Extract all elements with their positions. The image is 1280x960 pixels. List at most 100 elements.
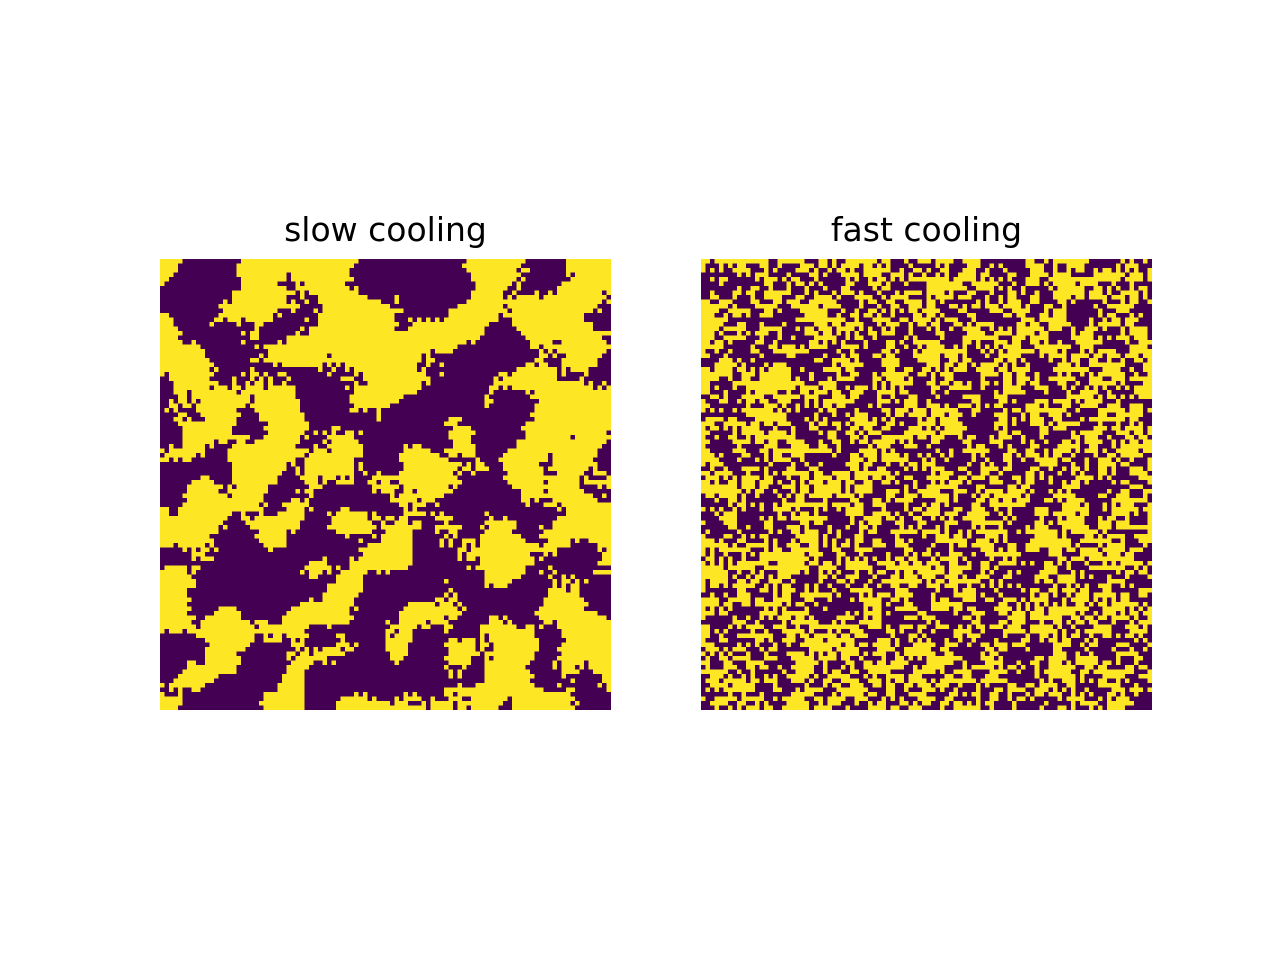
heatmap-cell-run	[786, 272, 792, 278]
heatmap-cell-run	[439, 362, 445, 368]
heatmap-cell-run	[1048, 376, 1076, 381]
heatmap-cell-run	[759, 335, 765, 341]
heatmap-cell-run	[714, 687, 720, 692]
heatmap-cell-run	[980, 385, 986, 390]
heatmap-cell-run	[1034, 290, 1040, 296]
heatmap-cell-run	[1097, 678, 1107, 683]
heatmap-cell-run	[800, 389, 810, 395]
heatmap-cell-run	[484, 678, 530, 683]
heatmap-cell-run	[994, 331, 1013, 336]
heatmap-cell-run	[773, 362, 787, 368]
heatmap-cell-run	[894, 398, 900, 404]
heatmap-cell-run	[741, 534, 747, 539]
heatmap-cell-run	[160, 511, 170, 517]
heatmap-cell-run	[160, 507, 170, 512]
heatmap-cell-run	[1138, 340, 1152, 345]
heatmap-cell-run	[890, 660, 909, 665]
heatmap-cell-run	[714, 498, 720, 503]
heatmap-cell-run	[827, 673, 850, 679]
heatmap-cell-run	[741, 362, 747, 368]
heatmap-cell-run	[710, 290, 715, 296]
heatmap-cell-run	[701, 597, 720, 602]
heatmap-cell-run	[331, 660, 336, 665]
heatmap-cell-run	[1066, 682, 1076, 688]
heatmap-cell-run	[1003, 633, 1008, 638]
heatmap-cell-run	[701, 574, 729, 580]
heatmap-cell-run	[800, 308, 828, 314]
heatmap-cell-run	[921, 308, 941, 314]
heatmap-cell-run	[782, 705, 810, 710]
heatmap-cell-run	[552, 552, 557, 557]
heatmap-cell-run	[426, 380, 431, 386]
heatmap-cell-run	[728, 597, 751, 602]
panel-slow-cooling: slow cooling	[160, 200, 611, 710]
heatmap-cell-run	[949, 385, 972, 390]
heatmap-cell-run	[1111, 502, 1116, 508]
heatmap-cell-run	[971, 664, 995, 670]
heatmap-cell-run	[1097, 543, 1103, 548]
heatmap-cell-run	[227, 489, 269, 494]
heatmap-cell-run	[511, 371, 557, 377]
heatmap-cell-run	[1111, 601, 1139, 607]
heatmap-cell-run	[1007, 448, 1017, 453]
heatmap-cell-run	[480, 538, 526, 544]
heatmap-cell-run	[1057, 574, 1076, 580]
heatmap-cell-run	[1075, 655, 1098, 661]
heatmap-cell-run	[493, 583, 508, 589]
heatmap-cell-run	[908, 525, 913, 530]
heatmap-cell-run	[597, 547, 602, 553]
heatmap-cell-run	[403, 484, 449, 490]
heatmap-cell-run	[570, 574, 575, 580]
heatmap-cell-run	[263, 358, 422, 363]
heatmap-cell-run	[1093, 597, 1098, 602]
heatmap-cell-run	[831, 669, 841, 674]
heatmap-cell-run	[1106, 452, 1116, 458]
heatmap-cell-run	[160, 628, 165, 634]
heatmap-cell-run	[259, 529, 287, 535]
heatmap-cell-run	[205, 637, 255, 643]
heatmap-cell-run	[831, 389, 841, 395]
heatmap-cell-run	[1138, 606, 1143, 611]
heatmap-cell-run	[1129, 457, 1134, 462]
heatmap-cell-run	[989, 502, 1026, 508]
heatmap-cell-run	[543, 543, 571, 548]
heatmap-cell-run	[935, 624, 950, 629]
heatmap-cell-run	[435, 502, 440, 508]
heatmap-cell-run	[286, 335, 481, 341]
heatmap-cell-run	[958, 624, 963, 629]
heatmap-cell-run	[701, 434, 706, 440]
heatmap-cell-run	[885, 263, 891, 269]
heatmap-cell-run	[439, 543, 445, 548]
heatmap-cell-run	[1048, 673, 1076, 679]
heatmap-cell-run	[344, 385, 350, 390]
heatmap-cell-run	[1124, 322, 1134, 327]
heatmap-cell-run	[962, 340, 972, 345]
heatmap-cell-run	[985, 534, 999, 539]
heatmap-cell-run	[854, 547, 873, 553]
heatmap-cell-run	[1142, 610, 1152, 616]
heatmap-cell-run	[160, 529, 219, 535]
heatmap-cell-run	[962, 574, 968, 580]
heatmap-cell-run	[822, 561, 832, 566]
heatmap-cell-run	[399, 619, 427, 625]
heatmap-cell-run	[471, 547, 557, 553]
heatmap-cell-run	[218, 313, 273, 318]
heatmap-cell-run	[976, 322, 995, 327]
heatmap-cell-run	[1048, 655, 1067, 661]
heatmap-cell-run	[976, 489, 981, 494]
heatmap-cell-run	[1003, 407, 1008, 413]
heatmap-cell-run	[1061, 479, 1067, 485]
heatmap-cell-run	[173, 385, 210, 390]
heatmap-cell-run	[160, 597, 192, 602]
heatmap-cell-run	[755, 574, 765, 580]
heatmap-cell-run	[755, 619, 760, 625]
heatmap-cell-run	[890, 326, 895, 332]
heatmap-cell-run	[894, 534, 900, 539]
heatmap-cell-run	[858, 655, 864, 661]
heatmap-cell-run	[903, 507, 909, 512]
heatmap-cell-run	[322, 556, 327, 562]
heatmap-cell-run	[881, 331, 895, 336]
heatmap-cell-run	[444, 687, 544, 692]
heatmap-cell-run	[448, 673, 454, 679]
heatmap-cell-run	[755, 493, 760, 499]
